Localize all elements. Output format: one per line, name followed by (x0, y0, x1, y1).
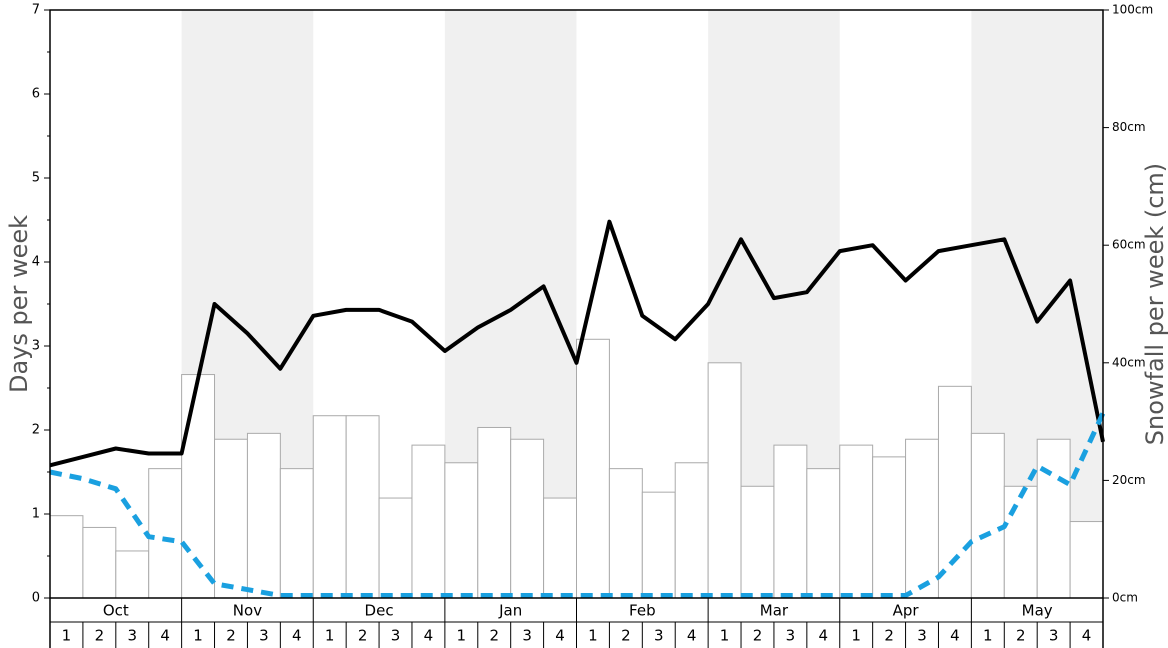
x-tick-label: 1 (62, 627, 72, 645)
x-tick-label: 2 (753, 627, 763, 645)
bar (279, 468, 314, 599)
month-label: Nov (233, 602, 262, 620)
month-label: May (1022, 602, 1053, 620)
bar (905, 438, 939, 599)
bar (740, 485, 775, 599)
x-tick-label: 2 (95, 627, 105, 645)
x-tick-label: 4 (292, 627, 302, 645)
month-label: Feb (629, 602, 656, 620)
bar (806, 468, 841, 599)
bar (115, 550, 150, 599)
x-tick-label: 1 (720, 627, 730, 645)
x-tick-label: 3 (917, 627, 927, 645)
y2-tick-label: 20cm (1112, 473, 1146, 487)
y2-tick-label: 100cm (1112, 3, 1153, 17)
bar (444, 462, 479, 599)
bar (82, 526, 117, 599)
x-tick-label: 1 (193, 627, 203, 645)
bar (214, 438, 248, 599)
bar (1003, 485, 1038, 599)
bar (510, 438, 545, 599)
x-tick-label: 3 (522, 627, 532, 645)
bar (970, 432, 1005, 599)
y2-tick-label: 80cm (1112, 120, 1146, 134)
y-tick-label: 1 (32, 507, 40, 522)
bar (937, 385, 972, 599)
bar (608, 468, 643, 599)
bar (707, 362, 742, 599)
x-tick-label: 4 (160, 627, 170, 645)
x-tick-label: 1 (851, 627, 861, 645)
x-tick-label: 2 (621, 627, 631, 645)
x-tick-label: 2 (1016, 627, 1026, 645)
x-tick-label: 2 (226, 627, 236, 645)
bar (246, 432, 281, 599)
bar (345, 415, 380, 599)
bar (576, 338, 610, 599)
x-tick-label: 2 (884, 627, 894, 645)
x-tick-label: 4 (1082, 627, 1092, 645)
y-tick-label: 3 (32, 339, 40, 354)
bar (148, 468, 183, 599)
bar (1036, 438, 1071, 599)
bar (543, 497, 577, 599)
bar (411, 444, 446, 599)
x-tick-label: 2 (489, 627, 499, 645)
y-tick-label: 0 (32, 591, 40, 606)
y-tick-label: 4 (32, 255, 40, 270)
bar (49, 515, 84, 599)
y2-tick-label: 40cm (1112, 355, 1146, 369)
x-tick-label: 1 (983, 627, 993, 645)
x-tick-label: 4 (950, 627, 960, 645)
x-tick-label: 3 (654, 627, 664, 645)
y-tick-label: 7 (32, 3, 40, 18)
y2-axis-label: Snowfall per week (cm) (1141, 163, 1168, 445)
month-label: Dec (365, 602, 394, 620)
month-label: Oct (103, 602, 129, 620)
y2-tick-label: 60cm (1112, 238, 1146, 252)
month-label: Mar (760, 602, 789, 620)
x-tick-label: 4 (819, 627, 829, 645)
x-tick-label: 3 (1049, 627, 1059, 645)
bar (378, 497, 413, 599)
x-tick-label: 4 (424, 627, 434, 645)
x-tick-label: 2 (358, 627, 368, 645)
x-tick-label: 4 (555, 627, 565, 645)
x-tick-label: 1 (325, 627, 335, 645)
bar (1069, 521, 1104, 599)
bar (773, 444, 808, 599)
y-axis-label: Days per week (5, 215, 33, 393)
y-tick-label: 6 (32, 87, 40, 102)
bar (674, 462, 709, 599)
month-label: Apr (893, 602, 920, 620)
bar (872, 456, 907, 599)
x-tick-label: 3 (391, 627, 401, 645)
x-tick-label: 1 (588, 627, 598, 645)
bar (312, 415, 347, 599)
line (49, 412, 1106, 598)
line (49, 219, 1105, 468)
month-label: Jan (498, 602, 522, 620)
y-tick-label: 5 (32, 171, 40, 186)
x-tick-label: 4 (687, 627, 697, 645)
bar (839, 444, 874, 599)
x-tick-label: 3 (259, 627, 269, 645)
bar (477, 426, 512, 599)
x-tick-label: 1 (457, 627, 467, 645)
y-tick-label: 2 (32, 423, 40, 438)
x-tick-label: 3 (786, 627, 796, 645)
y2-tick-label: 0cm (1112, 591, 1138, 605)
bar (641, 491, 676, 599)
x-tick-label: 3 (127, 627, 137, 645)
